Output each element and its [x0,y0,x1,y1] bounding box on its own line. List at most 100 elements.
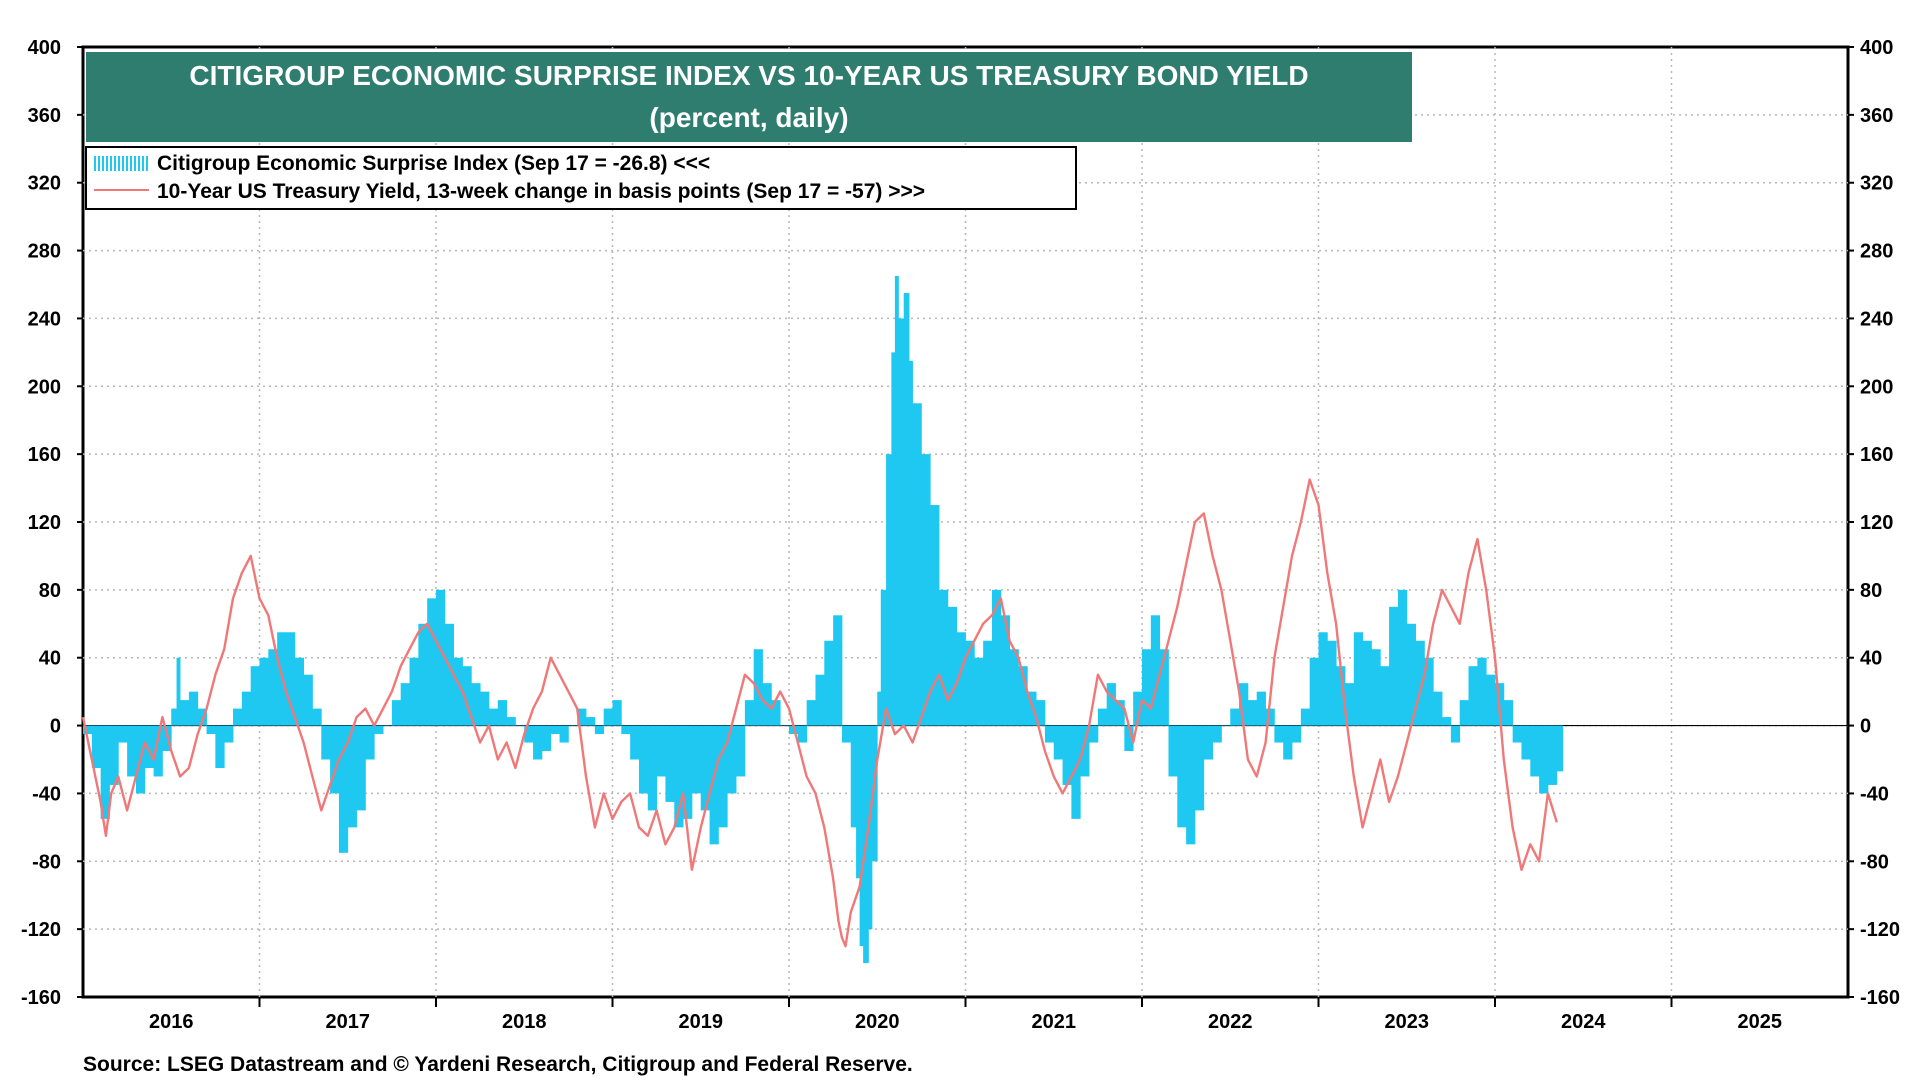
surprise-index-bar [1300,708,1311,726]
surprise-index-bar [797,725,808,743]
legend-swatch-bar [122,156,124,171]
y-tick-label-right: 200 [1860,376,1893,398]
surprise-index-bar [991,589,1002,726]
surprise-index-bar [100,725,110,819]
y-tick-label-left: 200 [28,376,61,398]
y-tick-label-right: 320 [1860,173,1893,195]
surprise-index-bar [1080,725,1090,777]
surprise-index-bar [400,683,410,726]
legend-swatch-bar [142,156,144,171]
legend-label-treasury-yield: 10-Year US Treasury Yield, 13-week chang… [157,180,925,203]
surprise-index-bar [1433,691,1443,726]
x-tick-label: 2019 [679,1011,724,1033]
surprise-index-bar [753,649,763,726]
surprise-index-bar [1468,666,1478,726]
x-tick-label: 2023 [1385,1011,1430,1033]
surprise-index-bar [374,725,384,735]
surprise-index-bar [233,708,243,726]
treasury-yield-line [81,478,1558,948]
y-tick-label-right: 0 [1860,716,1871,738]
surprise-index-bar [1486,674,1496,726]
y-axis-right: 40036032028024020016012080400-40-80-120-… [1848,37,1900,1009]
surprise-index-bar [224,725,234,743]
surprise-index-bar [577,708,587,726]
surprise-index-bar [683,725,693,819]
y-tick-label-right: -160 [1860,987,1900,1009]
surprise-index-bar [1406,623,1416,726]
surprise-index-bar [656,725,666,777]
surprise-index-bar [1318,632,1328,726]
surprise-index-bar [444,623,455,726]
y-tick-label-left: 160 [28,444,61,466]
legend: Citigroup Economic Surprise Index (Sep 1… [85,146,1077,210]
surprise-index-bar [91,725,102,768]
surprise-index-bar [471,683,481,726]
surprise-index-bar [559,725,569,743]
surprise-index-bar [153,725,163,777]
surprise-index-bar [1327,640,1337,726]
surprise-index-bar [771,700,781,726]
y-tick-label-left: 280 [28,241,61,263]
surprise-index-bar [983,640,993,726]
surprise-index-bar [1106,683,1116,726]
legend-swatch-bar [94,156,96,171]
surprise-index-bar [1142,649,1152,726]
surprise-index-bar [356,725,366,811]
surprise-index-bar [1380,666,1390,726]
source-note: Source: LSEG Datastream and © Yardeni Re… [83,1053,913,1076]
surprise-index-bar [859,725,864,947]
surprise-index-bar [1556,725,1564,772]
surprise-index-bar [612,700,622,726]
surprise-index-bar [1371,649,1381,726]
surprise-index-bar [321,725,331,760]
surprise-index-bar [1062,725,1072,785]
surprise-index-bar [127,725,137,777]
treasury-yield-path [81,478,1558,948]
surprise-index-bar [780,725,790,727]
legend-swatch-bar [98,156,100,171]
surprise-index-bar [533,725,543,760]
surprise-index-bar [312,708,322,726]
surprise-index-bar [630,725,640,760]
legend-swatch-bar [110,156,112,171]
surprise-index-bar [1027,691,1037,726]
surprise-index-bar [691,725,702,794]
y-tick-label-right: 240 [1860,308,1893,330]
surprise-index-bar [180,700,190,726]
x-tick-label: 2017 [326,1011,371,1033]
surprise-index-bar [1159,649,1169,726]
y-tick-label-right: 360 [1860,105,1893,127]
surprise-index-bar [1053,725,1063,760]
surprise-index-bar [877,691,882,726]
surprise-index-bar [1124,725,1134,752]
legend-swatch-bar [134,156,136,171]
surprise-index-bar [603,708,613,726]
surprise-index-bar [427,598,437,726]
legend-box [85,146,1077,210]
surprise-index-bar [744,700,755,726]
surprise-index-bar [947,606,958,726]
surprise-index-bar [939,589,949,726]
legend-swatch-surprise-index [94,156,148,171]
surprise-index-bar [109,725,119,785]
surprise-index-bar [1362,640,1372,726]
surprise-index-bar [806,700,816,726]
y-tick-label-right: -40 [1860,783,1889,805]
y-tick-label-left: 0 [50,716,61,738]
surprise-index-bar [541,725,552,752]
surprise-index-bar [383,725,393,727]
surprise-index-bar [586,717,596,726]
y-tick-label-right: 280 [1860,241,1893,263]
surprise-index-bar [1530,725,1540,777]
surprise-index-bar [1009,649,1019,726]
y-tick-label-left: -160 [21,987,61,1009]
x-tick-label: 2021 [1032,1011,1077,1033]
y-tick-label-left: 320 [28,173,61,195]
surprise-index-bar [727,725,737,794]
surprise-index-bar [1309,657,1319,726]
surprise-index-bar [709,725,719,845]
surprise-index-bar [568,725,578,727]
surprise-index-bar [638,725,649,794]
surprise-index-bar [1274,725,1284,743]
surprise-index-bar [833,615,843,726]
